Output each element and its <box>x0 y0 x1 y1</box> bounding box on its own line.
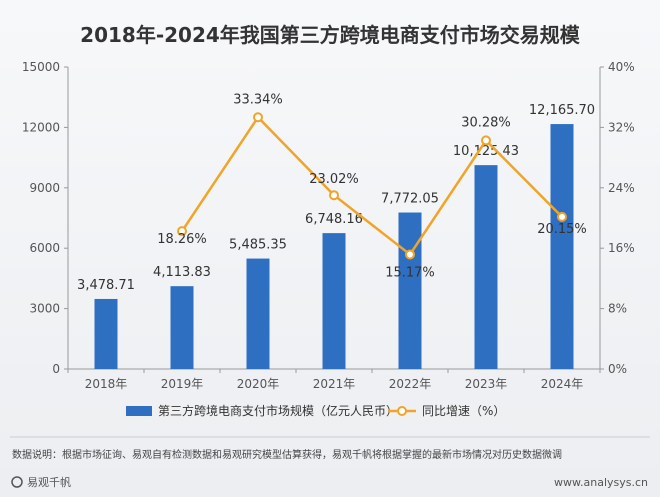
growth-value-label: 33.34% <box>233 92 283 107</box>
legend-line-marker <box>397 406 407 416</box>
y-right-tick-label: 40% <box>608 60 635 74</box>
x-tick-label: 2024年 <box>541 377 584 391</box>
x-tick-label: 2021年 <box>313 377 356 391</box>
legend-bar-label: 第三方跨境电商支付市场规模（亿元人民币） <box>158 403 398 418</box>
y-right-tick-label: 16% <box>608 241 635 255</box>
bar <box>550 124 574 369</box>
x-tick-label: 2022年 <box>389 377 432 391</box>
growth-point <box>253 112 263 123</box>
growth-point <box>177 226 187 237</box>
bar-value-label: 3,478.71 <box>77 278 135 293</box>
bars-layer: 3,478.71 4,113.83 5,485.35 6,748.16 7,772.05… <box>77 103 595 369</box>
bar <box>322 233 346 369</box>
legend: 第三方跨境电商支付市场规模（亿元人民币） 同比增速（%） <box>126 403 505 418</box>
x-tick-label: 2020年 <box>237 377 280 391</box>
y-left-tick-label: 9000 <box>29 181 60 195</box>
growth-value-label: 15.17% <box>385 265 435 280</box>
y-left-tick-label: 15000 <box>22 60 60 74</box>
y-left-tick-label: 6000 <box>29 241 60 255</box>
brand-name: 易观千帆 <box>27 475 71 489</box>
growth-line <box>180 116 563 256</box>
bar <box>246 258 270 369</box>
growth-value-label: 23.02% <box>309 172 359 187</box>
line-layer: 18.26% 33.34% 23.02% 15.17% 30.28% 20.15% <box>157 92 587 280</box>
bar-value-label: 6,748.16 <box>305 212 363 227</box>
footer-note: 数据说明：根据市场征询、易观自有检测数据和易观研究模型估算获得，易观千帆将根据掌… <box>12 448 562 461</box>
x-tick-label: 2019年 <box>161 377 204 391</box>
brand-url: www.analysys.cn <box>554 476 648 489</box>
bar-value-label: 7,772.05 <box>381 192 439 207</box>
chart-title: 2018年-2024年我国第三方跨境电商支付市场交易规模 <box>80 23 581 47</box>
y-right-tick-label: 24% <box>608 181 635 195</box>
y-right-tick-label: 8% <box>608 302 627 316</box>
growth-value-label: 18.26% <box>157 232 207 247</box>
bar <box>94 298 118 369</box>
bar <box>474 165 498 369</box>
brand-logo-icon <box>11 476 23 488</box>
bar-value-label: 5,485.35 <box>229 238 287 253</box>
axes: 0 3000 6000 9000 12000 15000 0% 8% 16% 24% 32% 40% 2… <box>22 60 635 391</box>
legend-line-label: 同比增速（%） <box>422 404 505 418</box>
y-right-tick-label: 32% <box>608 120 635 134</box>
x-tick-label: 2018年 <box>85 377 128 391</box>
growth-point <box>329 190 339 201</box>
legend-bar-swatch <box>126 406 152 416</box>
y-right-tick-label: 0% <box>608 362 627 376</box>
growth-point <box>557 211 567 222</box>
bar <box>398 212 422 369</box>
bar <box>170 286 194 369</box>
bar-value-label: 10,125.43 <box>453 144 519 159</box>
y-left-tick-label: 3000 <box>29 302 60 316</box>
growth-value-label: 30.28% <box>461 115 511 130</box>
y-left-tick-label: 0 <box>52 362 60 376</box>
bar-value-label: 12,165.70 <box>529 103 595 118</box>
growth-value-label: 20.15% <box>537 222 587 237</box>
bar-value-label: 4,113.83 <box>153 265 211 280</box>
y-left-tick-label: 12000 <box>22 120 60 134</box>
growth-point <box>481 135 491 146</box>
growth-point <box>405 249 415 260</box>
brand-logo: 易观千帆 <box>11 475 71 489</box>
x-tick-label: 2023年 <box>465 377 508 391</box>
